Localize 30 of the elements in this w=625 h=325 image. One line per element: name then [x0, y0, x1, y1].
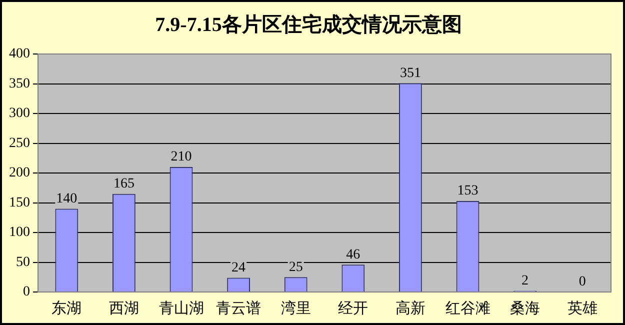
x-tick-label: 高新: [395, 300, 426, 317]
data-label: 2: [522, 273, 529, 288]
data-label: 165: [113, 176, 134, 192]
y-tick-label: 150: [9, 195, 30, 210]
data-label: 24: [232, 260, 246, 276]
y-tick-label: 250: [9, 136, 30, 151]
data-label: 153: [457, 184, 478, 199]
x-tick-label: 青山湖: [158, 300, 204, 317]
data-label: 0: [578, 274, 586, 290]
x-tick-label: 东湖: [52, 300, 82, 317]
data-label: 351: [400, 66, 421, 81]
y-tick-label: 200: [9, 166, 30, 181]
y-tick-label: 50: [16, 254, 30, 270]
x-tick-label: 湾里: [280, 300, 311, 317]
y-tick-label: 300: [9, 106, 30, 122]
y-tick-label: 350: [9, 76, 30, 92]
y-tick-label: 100: [9, 225, 30, 240]
x-tick-label: 经开: [338, 300, 368, 317]
x-tick-label: 桑海: [510, 300, 540, 317]
data-label: 46: [346, 247, 360, 262]
data-label: 140: [56, 191, 78, 206]
x-tick-label: 西湖: [108, 300, 139, 317]
y-tick-label: 400: [9, 46, 30, 62]
y-tick-label: 0: [23, 284, 30, 300]
x-tick-label: 青云谱: [216, 300, 262, 317]
data-label: 25: [288, 260, 303, 275]
x-tick-label: 红谷滩: [445, 300, 490, 317]
x-tick-label: 英雄: [567, 300, 598, 317]
data-label: 210: [170, 150, 192, 165]
chart-title: 7.9-7.15各片区住宅成交情况示意图: [155, 13, 462, 36]
